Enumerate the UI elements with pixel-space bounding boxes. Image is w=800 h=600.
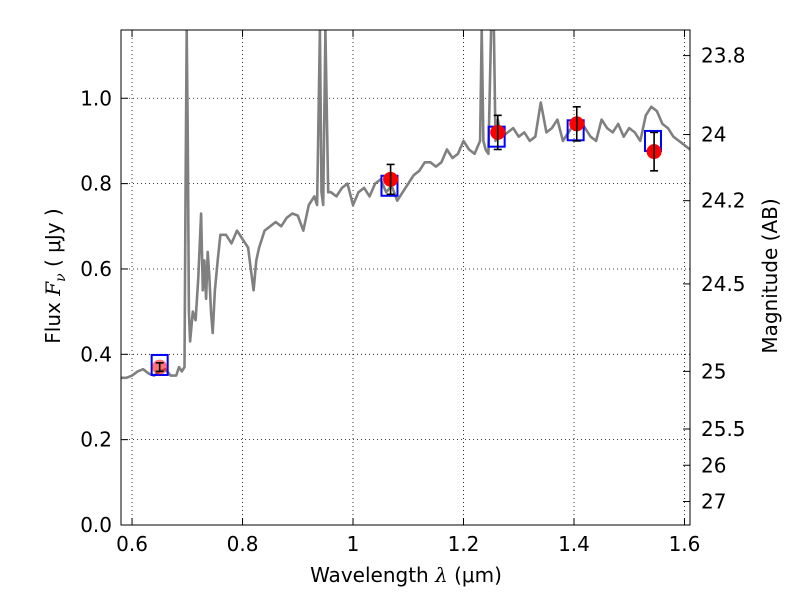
plot-area — [121, 30, 690, 380]
x-tick-label: 1.4 — [558, 532, 590, 556]
x-tick-label: 1.2 — [448, 532, 480, 556]
x-tick-label: 0.6 — [116, 532, 148, 556]
y-tick-label: 0.8 — [80, 172, 112, 196]
y-tick-label: 0.4 — [80, 342, 112, 366]
x-tick-label: 0.8 — [227, 532, 259, 556]
grid-lines — [121, 30, 690, 525]
x-axis-title: Wavelength λ (μm) — [310, 563, 502, 587]
y2-tick-label: 23.8 — [701, 44, 746, 68]
model-photometry-square — [150, 353, 169, 376]
y2-tick-label: 25.5 — [701, 417, 746, 441]
y2-tick-label: 24 — [701, 123, 726, 147]
y2-tick-label: 27 — [701, 490, 726, 514]
y-tick-label: 0.2 — [80, 428, 112, 452]
x-tick-label: 1 — [347, 532, 360, 556]
y2-tick-label: 24.5 — [701, 272, 746, 296]
axis-ticks: 0.6 0.8 1 1.2 1.4 1.6 0.0 0.2 0.4 0.6 0.8 1.0 23.8 24… — [80, 30, 746, 556]
y2-axis-title: Magnitude (AB) — [758, 198, 782, 353]
spectrum-line — [121, 30, 690, 380]
y-axis-title: Flux Fν ( μJy ) — [41, 208, 69, 343]
y2-tick-label: 24.2 — [701, 189, 746, 213]
plot-clipped — [121, 30, 690, 380]
plot-frame — [120, 29, 691, 526]
y-tick-label: 1.0 — [80, 86, 112, 110]
y-tick-label: 0.0 — [80, 513, 112, 537]
x-tick-label: 1.6 — [669, 532, 701, 556]
y2-tick-label: 25 — [701, 359, 726, 383]
y2-tick-label: 26 — [701, 453, 726, 477]
y-tick-label: 0.6 — [80, 257, 112, 281]
